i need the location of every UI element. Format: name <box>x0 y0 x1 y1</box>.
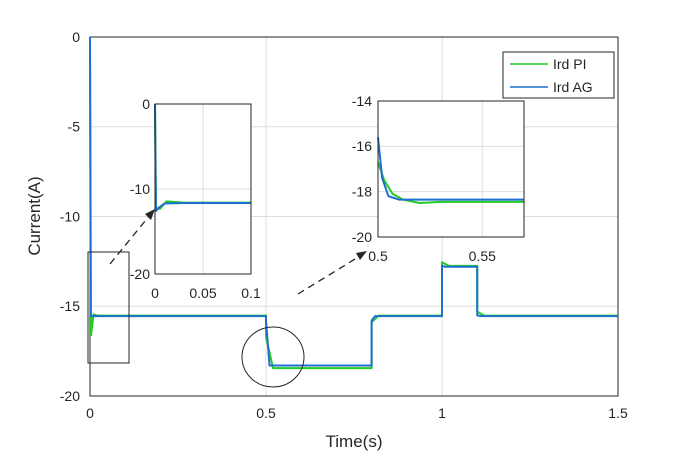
inset-1-series <box>154 103 251 213</box>
main-y-tick-label: -10 <box>60 208 80 224</box>
inset1-x-tick-label: 0 <box>151 285 159 301</box>
inset-2-series <box>377 137 524 204</box>
main-x-tick-label: 1.5 <box>608 405 628 421</box>
inset-2-frame <box>377 100 525 238</box>
main-series-ird-ag <box>89 36 618 367</box>
main-y-tick-label: 0 <box>72 29 80 45</box>
inset-2-series-ird-ag <box>377 137 524 201</box>
main-x-tick-label: 1 <box>438 405 446 421</box>
inset2-y-tick-label: -14 <box>352 93 372 109</box>
inset2-y-tick-label: -20 <box>352 229 372 245</box>
zoom-circle-step <box>241 326 305 388</box>
legend-label-ird-ag: Ird AG <box>553 79 593 95</box>
y-axis-label: Current(A) <box>25 176 44 255</box>
main-x-tick-label: 0 <box>86 405 94 421</box>
inset1-x-tick-label: 0.1 <box>241 285 261 301</box>
inset-1-series-ird-ag <box>154 103 251 213</box>
inset-2-background <box>378 101 524 237</box>
inset2-x-tick-label: 0.5 <box>368 248 388 264</box>
zoom-box-start <box>87 251 130 364</box>
inset2-x-tick-label: 0.55 <box>469 248 496 264</box>
inset2-y-tick-label: -18 <box>352 184 372 200</box>
inset-2-ticks: 0.5 0.55 -14 -16 -18 -20 <box>352 93 496 264</box>
inset-1-ticks: 0 0.05 0.1 0 -10 -20 <box>130 96 261 301</box>
main-y-tick-label: -5 <box>68 119 81 135</box>
inset2-y-tick-label: -16 <box>352 138 372 154</box>
zoom-arrow-line-2 <box>297 255 361 295</box>
zoom-arrow-head-2 <box>356 251 367 260</box>
zoom-arrow-head-1 <box>145 209 155 220</box>
main-y-tick-label: -15 <box>60 298 80 314</box>
inset1-y-tick-label: -10 <box>130 181 150 197</box>
legend: Ird PI Ird AG <box>502 51 615 99</box>
inset1-y-tick-label: 0 <box>142 96 150 112</box>
main-series <box>89 36 618 370</box>
zoom-arrow-line-1 <box>109 214 151 265</box>
inset1-x-tick-label: 0.05 <box>189 285 216 301</box>
inset1-y-tick-label: -20 <box>130 266 150 282</box>
inset-1-frame <box>154 103 252 275</box>
main-ticks: 0 0.5 1 1.5 0 -5 -10 -15 -20 <box>60 29 628 421</box>
x-axis-label: Time(s) <box>326 432 383 451</box>
main-x-tick-label: 0.5 <box>256 405 276 421</box>
main-y-tick-label: -20 <box>60 388 80 404</box>
legend-box <box>502 51 615 99</box>
legend-label-ird-pi: Ird PI <box>553 56 586 72</box>
